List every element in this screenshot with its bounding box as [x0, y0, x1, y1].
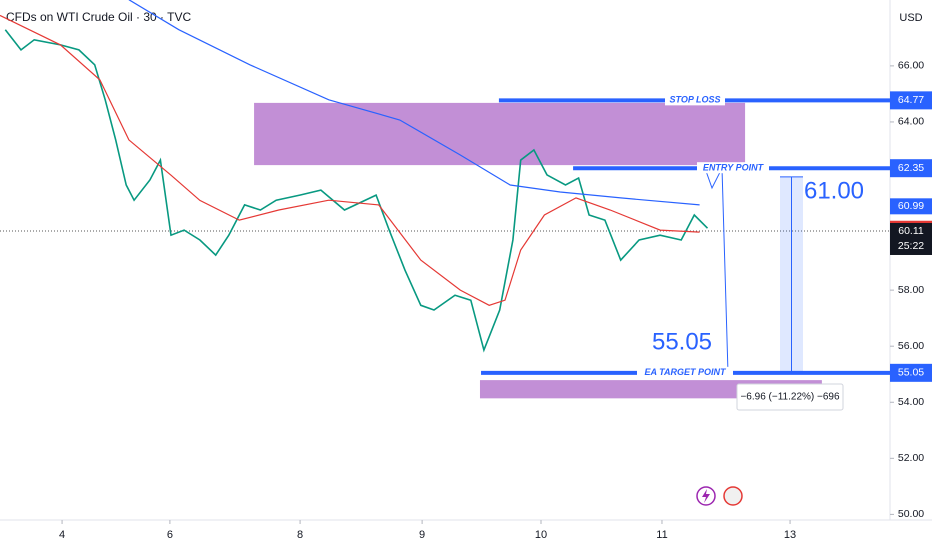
- level-badge: [890, 91, 932, 110]
- measure-label: −6.96 (−11.22%) −696: [740, 392, 839, 403]
- y-tick-label: 50.00: [898, 508, 924, 520]
- level-label-bg: [665, 94, 725, 106]
- big-label: 61.00: [804, 177, 864, 204]
- chart-title: CFDs on WTI Crude Oil · 30 · TVC: [6, 10, 191, 24]
- level-badge: [890, 159, 932, 178]
- y-tick-label: 54.00: [898, 396, 924, 408]
- x-tick-label: 4: [59, 529, 65, 541]
- x-tick-label: 11: [656, 529, 667, 541]
- level-label-bg: [637, 366, 733, 378]
- level-label-bg: [697, 162, 769, 174]
- x-tick-label: 9: [419, 529, 425, 541]
- level-label: STOP LOSS: [669, 95, 720, 105]
- currency: USD: [899, 12, 922, 24]
- us-flag-icon[interactable]: [723, 486, 743, 506]
- y-tick-label: 58.00: [898, 284, 924, 296]
- y-tick-label: 64.00: [898, 116, 924, 128]
- last-price-badge: [890, 222, 932, 255]
- x-tick-label: 6: [167, 529, 173, 541]
- x-tick-label: 13: [784, 529, 796, 541]
- price-badge: [890, 198, 932, 215]
- y-tick-label: 56.00: [898, 340, 924, 352]
- price-badge-text: 60.99: [898, 200, 924, 212]
- level-badge: [890, 363, 932, 382]
- x-tick-label: 10: [535, 529, 547, 541]
- level-badge-text: 64.77: [898, 94, 924, 106]
- projection-arrow: [704, 167, 729, 373]
- series-line: [0, 14, 700, 306]
- measure-label-box: [736, 383, 844, 411]
- series-line: [4, 29, 709, 353]
- big-label: 55.05: [652, 328, 712, 355]
- level-badge-text: 62.35: [898, 162, 924, 174]
- level-badge-text: 55.05: [898, 367, 924, 379]
- y-tick-label: 66.00: [898, 60, 924, 72]
- y-tick-label: 52.00: [898, 452, 924, 464]
- level-label: ENTRY POINT: [703, 163, 765, 173]
- x-tick-label: 8: [297, 529, 303, 541]
- level-label: EA TARGET POINT: [645, 367, 728, 377]
- series-line: [128, 0, 700, 206]
- countdown: 25:22: [898, 240, 924, 252]
- last-price-text: 60.11: [898, 225, 924, 237]
- lightning-glyph: [702, 489, 710, 503]
- zone: [479, 380, 822, 399]
- zone: [254, 102, 746, 166]
